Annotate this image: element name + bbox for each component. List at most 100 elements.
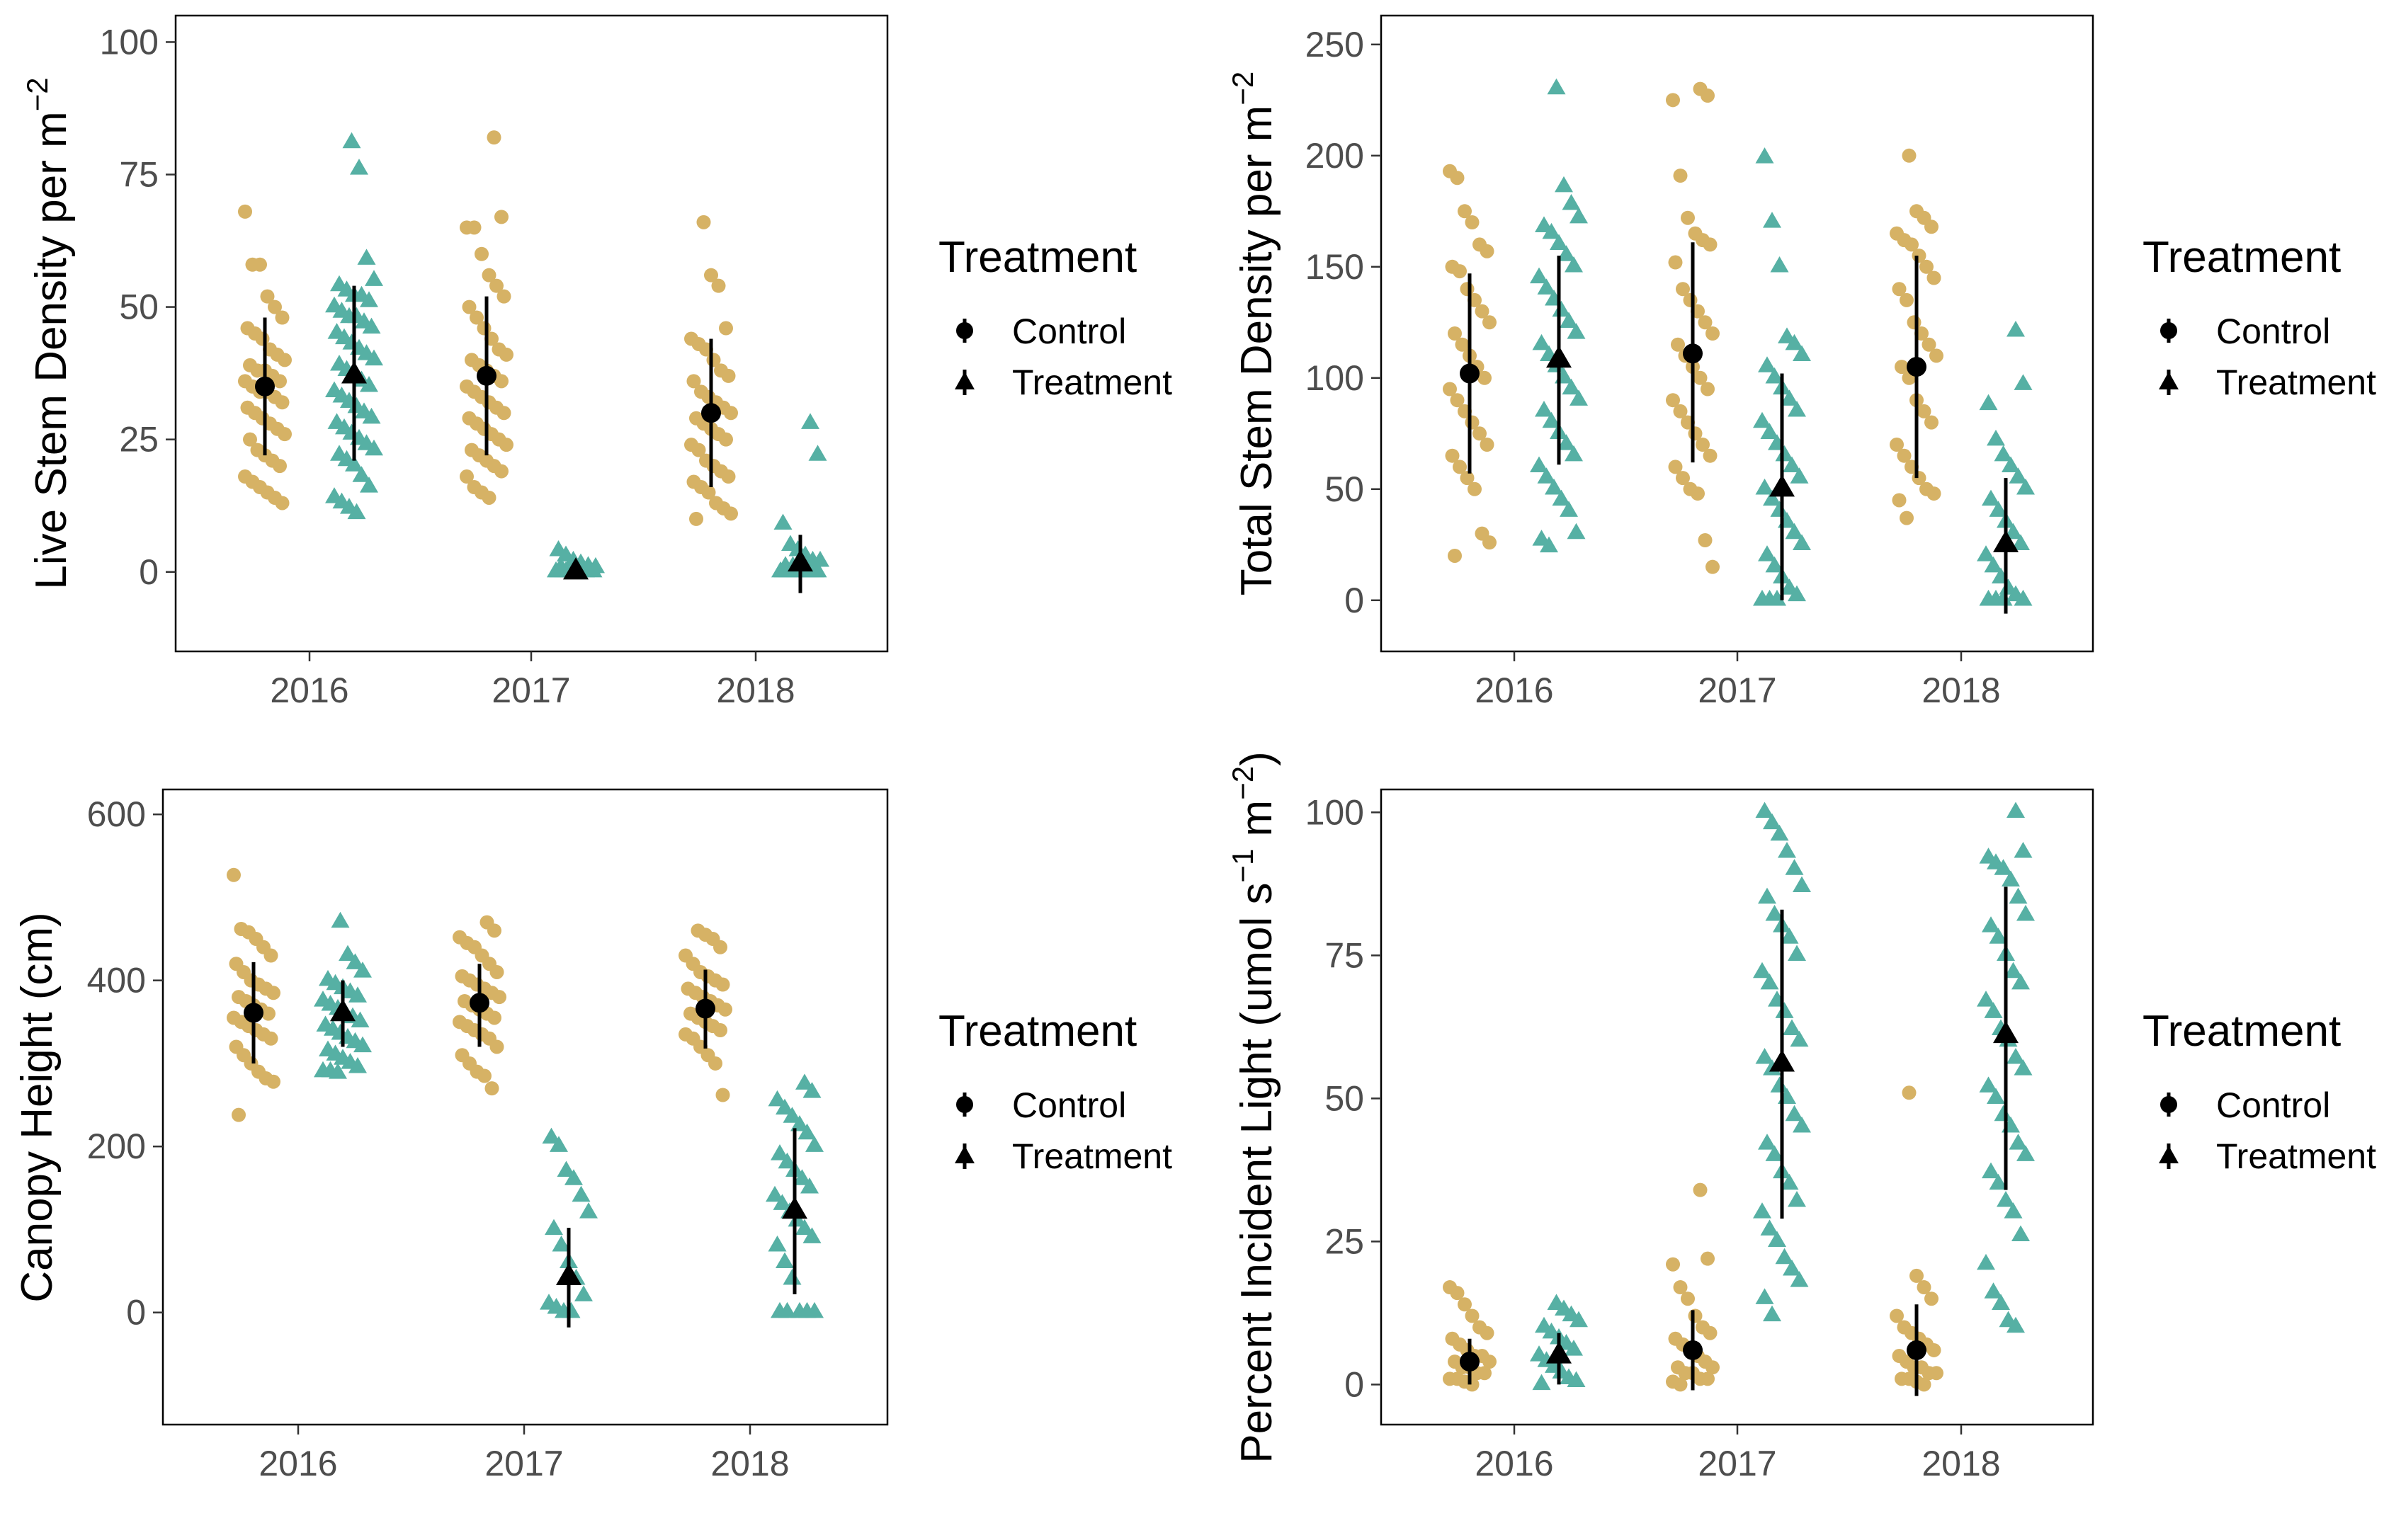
data-point-treatment <box>1778 842 1796 858</box>
data-point-treatment <box>2011 1225 2030 1241</box>
data-point-control <box>1668 255 1683 270</box>
data-point-control <box>275 395 290 410</box>
data-point-treatment <box>574 1285 593 1301</box>
data-point-control <box>715 977 730 992</box>
y-tick-label: 25 <box>119 420 159 460</box>
data-point-treatment <box>1763 813 1781 830</box>
data-point-control <box>686 374 701 389</box>
data-point-control <box>1701 89 1715 103</box>
data-point-treatment <box>1780 389 1799 406</box>
x-tick-label: 2016 <box>1475 671 1553 710</box>
data-point-control <box>1465 1308 1480 1323</box>
legend-title: Treatment <box>938 233 1137 282</box>
data-point-treatment <box>365 270 383 286</box>
data-point-treatment <box>1775 445 1794 462</box>
data-point-treatment <box>1989 928 2008 944</box>
data-point-control <box>460 469 474 484</box>
data-point-treatment <box>1755 1288 1774 1304</box>
data-point-treatment <box>564 1169 583 1185</box>
data-point-control <box>718 1002 732 1017</box>
data-point-control <box>1917 1377 1931 1392</box>
data-point-treatment <box>1755 147 1774 164</box>
data-point-control <box>1477 1366 1492 1381</box>
data-point-control <box>470 310 484 325</box>
mean-point-treatment <box>556 1262 581 1286</box>
data-point-control <box>701 485 716 500</box>
data-point-treatment <box>584 561 603 578</box>
data-point-treatment <box>1550 234 1568 251</box>
data-point-treatment <box>778 1152 797 1169</box>
x-tick-label: 2016 <box>259 1444 337 1483</box>
mean-point-control <box>244 1003 263 1023</box>
data-point-treatment <box>1788 401 1806 417</box>
data-point-treatment <box>1982 916 2000 932</box>
mean-point-control <box>1460 1352 1480 1372</box>
data-point-treatment <box>1997 1190 2015 1207</box>
y-tick-label: 50 <box>1324 1078 1364 1118</box>
data-point-control <box>1480 437 1494 452</box>
data-point-control <box>1698 533 1713 548</box>
data-point-treatment <box>805 1301 824 1318</box>
legend-item-control: Control <box>956 1085 1126 1125</box>
data-point-treatment <box>2009 467 2028 484</box>
data-point-control <box>713 940 727 954</box>
data-point-treatment <box>362 317 381 334</box>
data-point-treatment <box>1755 478 1774 495</box>
data-point-control <box>1698 315 1713 330</box>
data-point-treatment <box>1987 429 2005 446</box>
data-point-control <box>1890 437 1904 452</box>
data-point-control <box>1892 493 1907 508</box>
y-tick-label: 100 <box>1305 792 1364 832</box>
data-point-treatment <box>808 561 827 578</box>
data-point-control <box>266 1074 280 1089</box>
data-point-treatment <box>2004 1202 2023 1219</box>
data-point-treatment <box>795 1219 814 1236</box>
data-point-treatment <box>1760 1219 1779 1236</box>
data-point-treatment <box>362 407 381 424</box>
data-point-control <box>704 268 718 283</box>
x-tick-label: 2017 <box>1698 1444 1776 1483</box>
data-point-control <box>261 1006 276 1021</box>
mean-point-control <box>1907 1340 1926 1360</box>
data-point-control <box>1705 326 1720 341</box>
legend-label: Treatment <box>2216 363 2376 402</box>
data-point-treatment <box>1753 411 1771 428</box>
data-point-control <box>494 464 509 479</box>
data-point-treatment <box>1565 445 1583 462</box>
data-point-treatment <box>1793 534 1811 550</box>
x-tick-label: 2018 <box>716 671 795 710</box>
data-point-treatment <box>801 413 819 429</box>
data-point-treatment <box>1987 1088 2005 1105</box>
mean-point-treatment <box>788 549 813 572</box>
data-point-treatment <box>776 1098 794 1115</box>
data-point-control <box>1681 1291 1695 1306</box>
data-point-control <box>263 948 278 963</box>
data-point-treatment <box>1552 300 1571 317</box>
data-point-treatment <box>793 1169 812 1185</box>
y-axis-title: Percent Incident Light (umol s−1 m−2) <box>1226 751 1281 1464</box>
data-point-control <box>1681 210 1695 225</box>
data-point-control <box>1468 481 1482 496</box>
y-tick-label: 0 <box>126 1293 146 1333</box>
data-point-control <box>1696 437 1710 452</box>
data-point-control <box>494 210 509 224</box>
data-point-treatment <box>350 159 368 175</box>
data-point-control <box>1902 1085 1917 1100</box>
data-point-control <box>266 986 280 1000</box>
data-point-control <box>1673 1280 1688 1295</box>
data-point-treatment <box>1780 928 1799 944</box>
data-point-control <box>1917 1280 1931 1295</box>
data-point-treatment <box>2004 523 2023 540</box>
data-point-control <box>721 469 736 484</box>
data-point-treatment <box>1753 1202 1771 1219</box>
data-point-control <box>1666 93 1680 108</box>
y-tick-label: 0 <box>1344 581 1364 620</box>
data-point-treatment <box>768 1090 787 1107</box>
data-point-treatment <box>1760 973 1779 990</box>
data-point-treatment <box>1545 478 1563 495</box>
legend: Treatment Control Treatment <box>938 233 1172 402</box>
data-point-control <box>462 300 477 314</box>
legend-item-control: Control <box>2160 312 2330 351</box>
data-point-control <box>268 300 282 314</box>
